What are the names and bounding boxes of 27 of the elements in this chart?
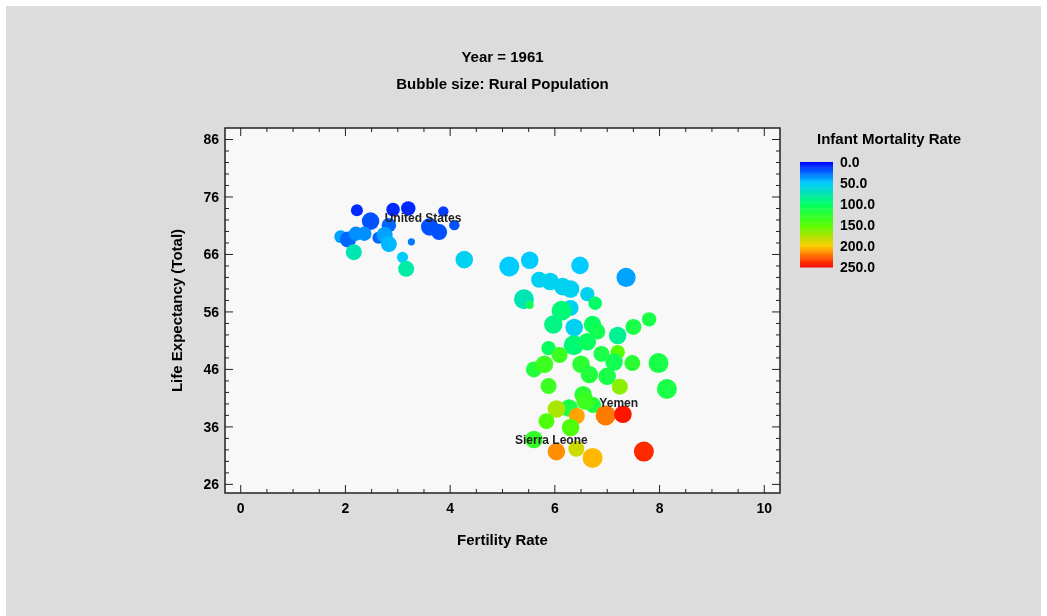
y-tick-label: 76 [203,188,220,205]
x-axis-title: Fertility Rate [457,531,548,548]
x-tick-label: 10 [756,500,773,516]
annotation: Yemen [599,395,639,410]
annotation: United States [384,211,462,226]
x-tick-label: 4 [446,500,455,516]
chart-title: Year = 1961 [461,48,544,65]
x-tick-label: 8 [655,500,664,516]
x-tick-label: 6 [550,500,559,516]
color-bar-label: 100.0 [840,195,876,212]
annotation: Sierra Leone [515,433,589,448]
color-bar-label: 250.0 [840,258,876,275]
y-tick-label: 36 [203,418,220,435]
y-tick-label: 46 [203,361,220,378]
y-tick-label: 26 [203,476,220,493]
x-tick-label: 2 [341,500,350,516]
y-tick-label: 56 [203,303,220,320]
color-bar-title: Infant Mortality Rate [817,130,962,147]
color-bar-label: 0.0 [840,153,860,170]
color-bar-label: 150.0 [840,216,876,233]
color-bar-label: 50.0 [840,174,868,191]
y-axis-title: Life Expectancy (Total) [168,228,185,393]
y-tick-label: 66 [203,246,220,263]
color-bar-label: 200.0 [840,237,876,254]
y-tick-label: 86 [203,131,220,148]
chart-subtitle: Bubble size: Rural Population [396,75,609,92]
x-tick-label: 0 [236,500,245,516]
